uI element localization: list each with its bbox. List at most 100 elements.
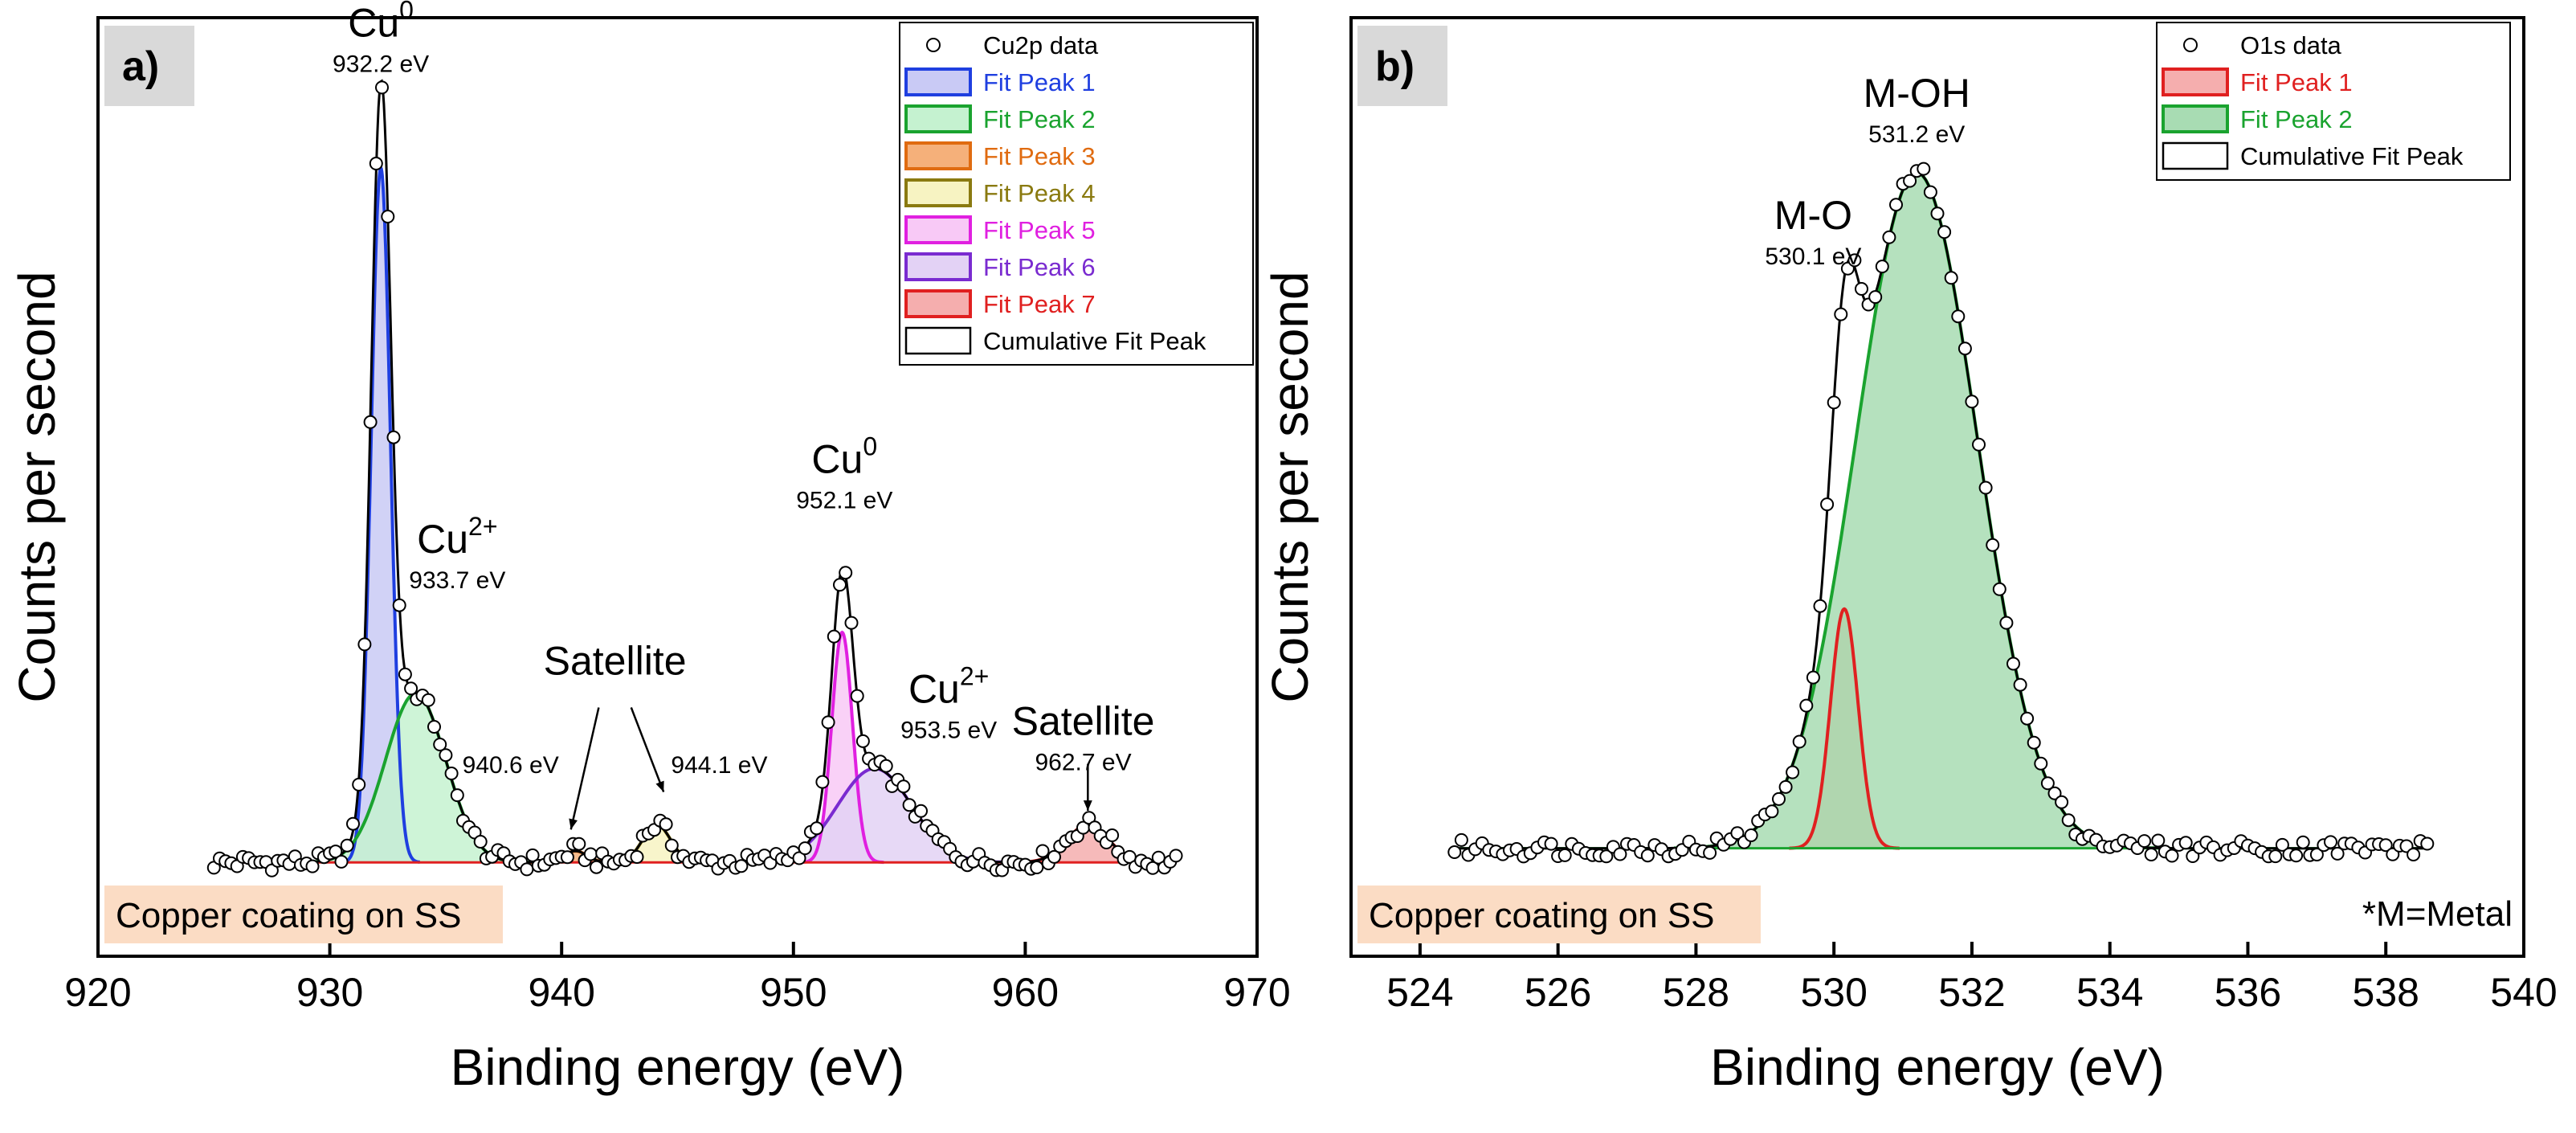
data-point bbox=[583, 847, 598, 861]
data-point bbox=[1730, 826, 1745, 841]
legend-swatch-icon bbox=[904, 326, 972, 355]
data-point bbox=[902, 798, 917, 812]
peak-fill-1 bbox=[341, 167, 420, 863]
data-point bbox=[572, 836, 586, 851]
legend-swatch-icon bbox=[904, 67, 972, 96]
peak-label: Cu2+ bbox=[417, 512, 497, 562]
data-point bbox=[1765, 804, 1779, 819]
data-point bbox=[1047, 849, 1061, 864]
x-tick-label: 528 bbox=[1663, 970, 1729, 1015]
note-box-a: Copper coating on SS bbox=[116, 896, 462, 935]
peak-label: Satellite bbox=[1012, 698, 1155, 743]
data-point bbox=[879, 759, 893, 773]
data-point bbox=[1613, 847, 1627, 861]
legend-swatch-icon bbox=[904, 104, 972, 133]
data-point bbox=[2407, 848, 2421, 861]
data-point bbox=[1847, 253, 1862, 268]
data-point bbox=[2151, 833, 2166, 848]
data-point bbox=[1799, 698, 1814, 713]
legend-swatch-icon bbox=[2162, 104, 2229, 133]
data-point bbox=[381, 210, 395, 223]
legend-label: Fit Peak 5 bbox=[983, 216, 1096, 244]
x-tick-label: 950 bbox=[760, 970, 827, 1015]
peak-fill-5 bbox=[800, 632, 884, 863]
legend-swatch-icon bbox=[2162, 141, 2229, 170]
peak-energy: 932.2 eV bbox=[333, 51, 429, 77]
data-point bbox=[264, 863, 279, 877]
panel-tag-bg-b bbox=[1357, 26, 1447, 106]
legend-label: Fit Peak 6 bbox=[983, 253, 1096, 281]
peak-annotations-a: Cu0 932.2 eV Cu2+ 933.7 eV Satellite 940.6 eV… bbox=[333, 0, 1155, 830]
peak-label: M-O bbox=[1774, 193, 1852, 238]
peak-label-superscript: 0 bbox=[863, 432, 877, 460]
peak-energy: 933.7 eV bbox=[409, 567, 505, 594]
panel-a-cu2p: 920 930 940 950 960 970 Cu0 932.2 eV Cu2+ 933.7 … bbox=[8, 0, 1291, 1096]
legend-swatch-icon bbox=[904, 215, 972, 244]
data-point bbox=[305, 859, 320, 873]
data-point bbox=[421, 693, 435, 707]
data-point bbox=[357, 637, 372, 652]
data-point bbox=[2275, 837, 2289, 852]
data-point bbox=[2165, 849, 2179, 863]
data-point bbox=[1903, 174, 1917, 188]
x-tick-label: 530 bbox=[1800, 970, 1867, 1015]
data-point bbox=[2386, 847, 2400, 861]
legend-label: Fit Peak 1 bbox=[2240, 68, 2353, 96]
data-point bbox=[2020, 711, 2035, 726]
data-point bbox=[346, 816, 360, 831]
data-points-a bbox=[206, 80, 1183, 877]
data-point bbox=[1744, 828, 1758, 842]
peak-energy: 531.2 eV bbox=[1868, 121, 1965, 148]
legend-swatch-icon bbox=[904, 252, 972, 281]
data-point bbox=[1820, 497, 1835, 512]
x-tick-label: 970 bbox=[1223, 970, 1290, 1015]
x-tick-label: 930 bbox=[296, 970, 363, 1015]
satellite-arrow-3-head bbox=[1083, 800, 1092, 811]
peak-label-superscript: 2+ bbox=[468, 512, 497, 541]
data-point bbox=[815, 775, 830, 789]
data-point bbox=[1786, 765, 1800, 779]
peak-label: Cu2+ bbox=[908, 662, 989, 712]
peak-fill-6 bbox=[726, 768, 1023, 863]
peak-energy: 953.5 eV bbox=[900, 718, 997, 744]
data-points-b bbox=[1447, 162, 2435, 864]
peak-label: Cu0 bbox=[811, 432, 877, 481]
fit-peak-fills-a bbox=[295, 167, 1172, 863]
data-point bbox=[2027, 735, 2041, 750]
legend-swatch-icon bbox=[2162, 67, 2229, 96]
data-point bbox=[404, 681, 418, 696]
x-axis-label-b: Binding energy (eV) bbox=[1710, 1038, 2165, 1096]
legend-label: Fit Peak 2 bbox=[983, 105, 1096, 133]
peak-fill-3 bbox=[529, 851, 623, 863]
data-point bbox=[1923, 185, 1937, 199]
x-tick-label: 524 bbox=[1386, 970, 1453, 1015]
peak-annotations-b: M-OH 531.2 eV M-O 530.1 eV bbox=[1765, 71, 1970, 270]
legend-label: Fit Peak 1 bbox=[983, 68, 1096, 96]
data-point bbox=[2378, 838, 2393, 853]
data-point bbox=[1792, 734, 1806, 749]
data-point bbox=[1806, 670, 1820, 685]
data-point bbox=[1834, 307, 1848, 321]
legend-label: Fit Peak 4 bbox=[983, 179, 1096, 207]
satellite-arrow-1-head bbox=[569, 818, 578, 830]
data-point bbox=[1999, 616, 2014, 630]
plot-frame-b bbox=[1349, 16, 2525, 958]
legend-marker-icon bbox=[2183, 38, 2198, 52]
x-tick-label: 536 bbox=[2215, 970, 2281, 1015]
data-point bbox=[850, 689, 864, 703]
x-axis-label-a: Binding energy (eV) bbox=[451, 1038, 905, 1096]
data-point bbox=[2324, 835, 2337, 849]
data-point bbox=[833, 578, 847, 592]
panel-tag-a: a) bbox=[122, 43, 159, 90]
peak-label-superscript: 0 bbox=[399, 0, 414, 24]
legend-label: O1s data bbox=[2240, 31, 2342, 59]
data-point bbox=[2296, 835, 2310, 849]
legend-label: Cumulative Fit Peak bbox=[983, 327, 1206, 355]
peak-fill-7 bbox=[1004, 824, 1172, 863]
data-point bbox=[1986, 538, 2000, 552]
data-point bbox=[2420, 836, 2435, 851]
data-point bbox=[2007, 656, 2020, 671]
data-point bbox=[1454, 832, 1468, 847]
note-box-b: Copper coating on SS bbox=[1369, 896, 1715, 935]
